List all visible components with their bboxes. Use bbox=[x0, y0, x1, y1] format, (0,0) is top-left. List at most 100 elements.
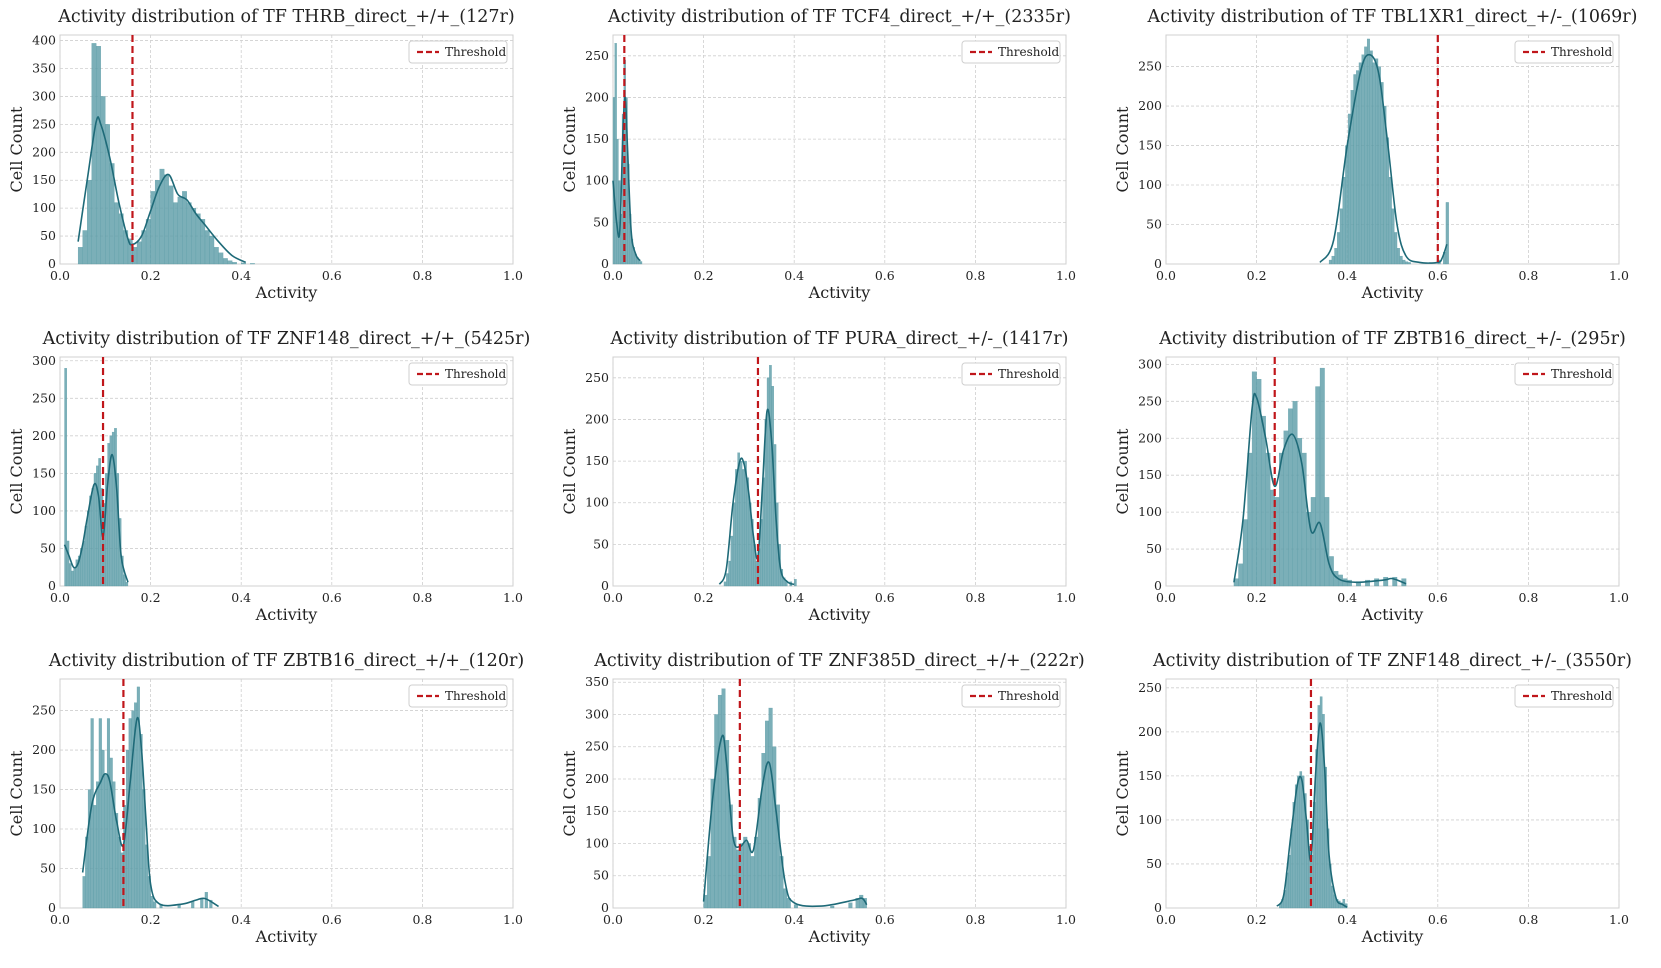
histogram-bar bbox=[1319, 367, 1325, 587]
histogram-bar bbox=[114, 202, 120, 265]
histogram-bar bbox=[830, 905, 835, 909]
histogram-bar bbox=[721, 688, 726, 909]
histogram-bar bbox=[1345, 145, 1349, 265]
x-tick-label: 0.2 bbox=[141, 912, 161, 927]
histogram-bar bbox=[66, 540, 70, 587]
histogram-bar bbox=[164, 174, 169, 265]
chart-title: Activity distribution of TF ZBTB16_direc… bbox=[48, 651, 524, 671]
histogram-bar bbox=[743, 836, 748, 909]
histogram-bar bbox=[1265, 452, 1271, 587]
histogram-bar bbox=[96, 46, 101, 265]
chart-svg: 0.0 0.2 0.4 0.6 0.8 1.0 0 50 100 150 200 250 300 350 T… bbox=[560, 651, 1085, 946]
y-axis-label: Cell Count bbox=[560, 106, 579, 193]
legend-label: Threshold bbox=[1551, 689, 1613, 703]
histogram-bar bbox=[714, 714, 719, 909]
chart-panel: 0.0 0.2 0.4 0.6 0.8 1.0 0 50 100 150 200 250 Thresho… bbox=[553, 324, 1106, 646]
x-tick-label: 1.0 bbox=[1609, 268, 1629, 283]
chart-title: Activity distribution of TF PURA_direct_… bbox=[610, 329, 1069, 349]
x-axis-label: Activity bbox=[1361, 605, 1424, 624]
legend: Threshold bbox=[408, 684, 508, 708]
histogram-bar bbox=[1356, 70, 1360, 265]
histogram-bar bbox=[1315, 386, 1321, 587]
legend-box bbox=[1514, 684, 1614, 708]
legend-label: Threshold bbox=[998, 689, 1060, 703]
histogram-bar bbox=[1392, 576, 1398, 587]
x-tick-label: 0.0 bbox=[603, 268, 623, 283]
x-tick-label: 1.0 bbox=[1056, 590, 1076, 605]
y-tick-label: 250 bbox=[32, 390, 56, 405]
y-tick-label: 0 bbox=[1154, 256, 1162, 271]
y-tick-label: 150 bbox=[585, 131, 609, 146]
chart-svg: 0.0 0.2 0.4 0.6 0.8 1.0 0 50 100 150 200 250 Thresho… bbox=[1113, 651, 1632, 946]
x-tick-label: 0.0 bbox=[50, 268, 70, 283]
histogram-bar bbox=[104, 773, 108, 909]
legend-box bbox=[408, 684, 508, 708]
histogram-bars bbox=[1233, 367, 1407, 587]
x-tick-label: 1.0 bbox=[503, 590, 523, 605]
x-tick-label: 0.0 bbox=[603, 912, 623, 927]
histogram-bar bbox=[204, 230, 210, 265]
x-tick-label: 0.2 bbox=[694, 912, 714, 927]
x-tick-label: 0.4 bbox=[231, 590, 251, 605]
chart-title: Activity distribution of TF TCF4_direct_… bbox=[607, 7, 1071, 27]
x-tick-label: 0.0 bbox=[1156, 268, 1176, 283]
histogram-bar bbox=[218, 252, 224, 265]
x-tick-label: 0.2 bbox=[1247, 912, 1267, 927]
plot-area bbox=[59, 356, 514, 587]
y-tick-label: 100 bbox=[32, 200, 56, 215]
histogram-bar bbox=[1361, 54, 1365, 265]
y-axis-label: Cell Count bbox=[1113, 106, 1132, 193]
legend-box bbox=[961, 40, 1061, 64]
x-tick-label: 0.0 bbox=[603, 590, 623, 605]
histogram-bar bbox=[209, 899, 213, 909]
y-tick-label: 250 bbox=[585, 48, 609, 63]
histogram-bar bbox=[87, 789, 91, 909]
y-tick-label: 50 bbox=[40, 228, 56, 243]
y-tick-label: 150 bbox=[32, 782, 56, 797]
histogram-bar bbox=[186, 202, 192, 265]
x-tick-label: 0.6 bbox=[322, 268, 342, 283]
legend: Threshold bbox=[1514, 362, 1614, 386]
histogram-bar bbox=[84, 525, 88, 587]
x-tick-label: 0.0 bbox=[50, 590, 70, 605]
x-axis-label: Activity bbox=[1361, 927, 1424, 946]
x-axis-label: Activity bbox=[255, 283, 318, 302]
x-tick-label: 0.4 bbox=[784, 268, 804, 283]
x-tick-label: 1.0 bbox=[1056, 268, 1076, 283]
histogram-bar bbox=[209, 235, 215, 265]
x-tick-label: 0.6 bbox=[1428, 912, 1448, 927]
histogram-bar bbox=[1394, 232, 1398, 265]
legend-box bbox=[1514, 40, 1614, 64]
histogram-bar bbox=[1391, 208, 1395, 265]
x-tick-label: 0.4 bbox=[784, 590, 804, 605]
histogram-bar bbox=[173, 202, 178, 265]
histogram-bar bbox=[1369, 50, 1373, 265]
histogram-bar bbox=[100, 96, 106, 265]
histogram-bar bbox=[1396, 248, 1400, 265]
histogram-bar bbox=[1292, 401, 1298, 587]
histogram-bar bbox=[227, 260, 233, 265]
kde-curve bbox=[1276, 722, 1348, 908]
y-tick-label: 200 bbox=[585, 411, 609, 426]
y-tick-label: 250 bbox=[32, 116, 56, 131]
legend: Threshold bbox=[408, 40, 508, 64]
plot-area bbox=[612, 678, 1067, 909]
y-tick-label: 50 bbox=[1146, 217, 1162, 232]
x-tick-label: 1.0 bbox=[1609, 590, 1629, 605]
y-axis-label: Cell Count bbox=[560, 750, 579, 837]
histogram-bars bbox=[1279, 696, 1348, 909]
histogram-bar bbox=[136, 241, 142, 265]
histogram-bar bbox=[73, 567, 77, 587]
x-tick-label: 0.8 bbox=[1518, 268, 1538, 283]
y-tick-label: 150 bbox=[1138, 467, 1162, 482]
y-tick-label: 350 bbox=[585, 674, 609, 689]
legend-box bbox=[408, 362, 508, 386]
histogram-bar bbox=[1399, 255, 1403, 265]
x-tick-label: 0.6 bbox=[1428, 590, 1448, 605]
legend: Threshold bbox=[961, 684, 1061, 708]
x-tick-label: 0.0 bbox=[50, 912, 70, 927]
histogram-bar bbox=[71, 570, 74, 587]
x-tick-label: 0.0 bbox=[1156, 590, 1176, 605]
y-tick-label: 150 bbox=[585, 453, 609, 468]
chart-title: Activity distribution of TF ZNF148_direc… bbox=[1152, 651, 1632, 671]
